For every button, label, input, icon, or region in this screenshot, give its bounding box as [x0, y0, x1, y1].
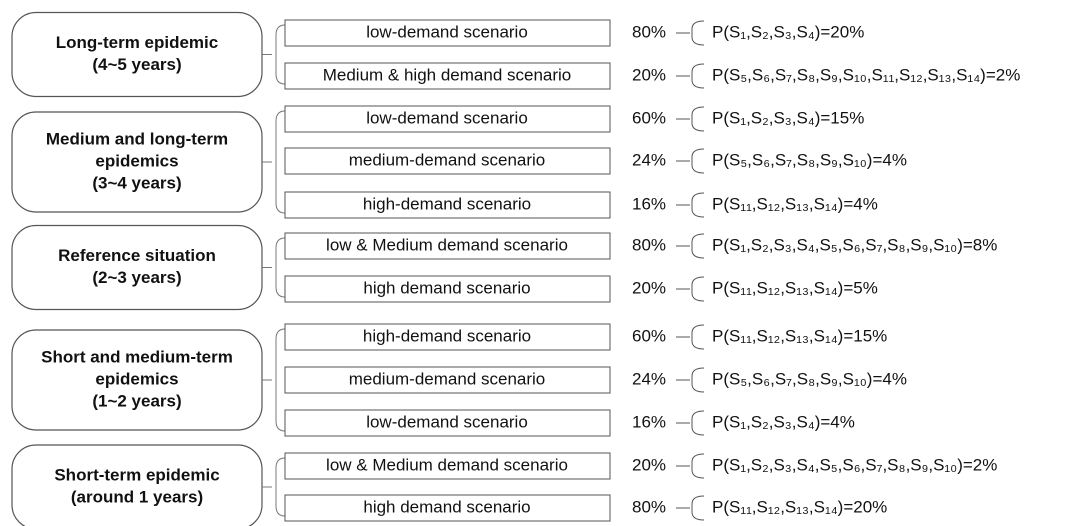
share-bracket [676, 106, 705, 132]
scenario-formula: P(S₁₁,S₁₂,S₁₃,S₁₄)=4% [712, 194, 878, 213]
scenario-name: high demand scenario [363, 497, 530, 516]
scenario-share: 16% [632, 194, 666, 213]
bracket [262, 237, 286, 298]
share-bracket [676, 148, 705, 174]
share-bracket [676, 20, 705, 46]
bracket [262, 328, 286, 432]
share-bracket [676, 276, 705, 302]
group-label: (3~4 years) [92, 173, 181, 192]
scenario-share: 20% [632, 278, 666, 297]
scenario-name: low-demand scenario [366, 22, 528, 41]
share-bracket [676, 410, 705, 436]
scenario-formula: P(S₁₁,S₁₂,S₁₃,S₁₄)=20% [712, 497, 887, 516]
group-label: (4~5 years) [92, 55, 181, 74]
scenario-share: 20% [632, 65, 666, 84]
scenario-name: Medium & high demand scenario [323, 65, 572, 84]
group-label: epidemics [95, 151, 178, 170]
group-label: Short and medium-term [41, 347, 233, 366]
share-bracket [676, 495, 705, 521]
scenario-name: low-demand scenario [366, 108, 528, 127]
group-label: Short-term epidemic [54, 465, 219, 484]
scenario-box [284, 232, 611, 260]
scenario-formula: P(S₁,S₂,S₃,S₄)=4% [712, 412, 855, 431]
group-label: Long-term epidemic [56, 33, 218, 52]
share-bracket [676, 367, 705, 393]
group-label: (2~3 years) [92, 268, 181, 287]
scenario-share: 24% [632, 150, 666, 169]
scenario-formula: P(S₅,S₆,S₇,S₈,S₉,S₁₀,S₁₁,S₁₂,S₁₃,S₁₄)=2% [712, 65, 1020, 84]
scenario-share: 60% [632, 108, 666, 127]
scenario-formula: P(S₁,S₂,S₃,S₄,S₅,S₆,S₇,S₈,S₉,S₁₀)=8% [712, 235, 997, 254]
scenario-share: 16% [632, 412, 666, 431]
group-label: (1~2 years) [92, 391, 181, 410]
scenario-share: 60% [632, 326, 666, 345]
scenario-formula: P(S₁,S₂,S₃,S₄)=15% [712, 108, 864, 127]
scenario-formula: P(S₅,S₆,S₇,S₈,S₉,S₁₀)=4% [712, 369, 907, 388]
group-label: epidemics [95, 369, 178, 388]
scenario-formula: P(S₁₁,S₁₂,S₁₃,S₁₄)=15% [712, 326, 887, 345]
scenario-box [284, 323, 611, 351]
group-label: Medium and long-term [46, 129, 228, 148]
scenario-box [284, 19, 611, 47]
scenario-formula: P(S₁,S₂,S₃,S₄,S₅,S₆,S₇,S₈,S₉,S₁₀)=2% [712, 455, 997, 474]
share-bracket [676, 63, 705, 89]
scenario-box [284, 452, 611, 480]
scenario-share: 20% [632, 455, 666, 474]
scenario-name: medium-demand scenario [349, 369, 546, 388]
scenario-box [284, 275, 611, 303]
scenario-box [284, 366, 611, 394]
scenario-box [284, 191, 611, 219]
scenario-formula: P(S₅,S₆,S₇,S₈,S₉,S₁₀)=4% [712, 150, 907, 169]
share-bracket [676, 453, 705, 479]
scenario-share: 80% [632, 22, 666, 41]
scenario-box [284, 105, 611, 133]
share-bracket [676, 192, 705, 218]
scenario-share: 80% [632, 497, 666, 516]
scenario-name: medium-demand scenario [349, 150, 546, 169]
scenario-share: 80% [632, 235, 666, 254]
scenario-box [284, 409, 611, 437]
scenario-box [284, 494, 611, 522]
scenario-share: 24% [632, 369, 666, 388]
bracket [262, 110, 286, 214]
scenario-name: low & Medium demand scenario [326, 455, 568, 474]
scenario-formula: P(S₁,S₂,S₃,S₄)=20% [712, 22, 864, 41]
scenario-box [284, 62, 611, 90]
scenario-name: high demand scenario [363, 278, 530, 297]
scenario-name: low & Medium demand scenario [326, 235, 568, 254]
scenario-box [284, 147, 611, 175]
bracket [262, 457, 286, 517]
bracket [262, 24, 286, 85]
scenario-name: high-demand scenario [363, 194, 531, 213]
group-label: (around 1 years) [71, 487, 203, 506]
share-bracket [676, 233, 705, 259]
group-box [11, 444, 263, 526]
scenario-formula: P(S₁₁,S₁₂,S₁₃,S₁₄)=5% [712, 278, 878, 297]
share-bracket [676, 324, 705, 350]
group-label: Reference situation [58, 246, 216, 265]
scenario-name: low-demand scenario [366, 412, 528, 431]
scenario-name: high-demand scenario [363, 326, 531, 345]
